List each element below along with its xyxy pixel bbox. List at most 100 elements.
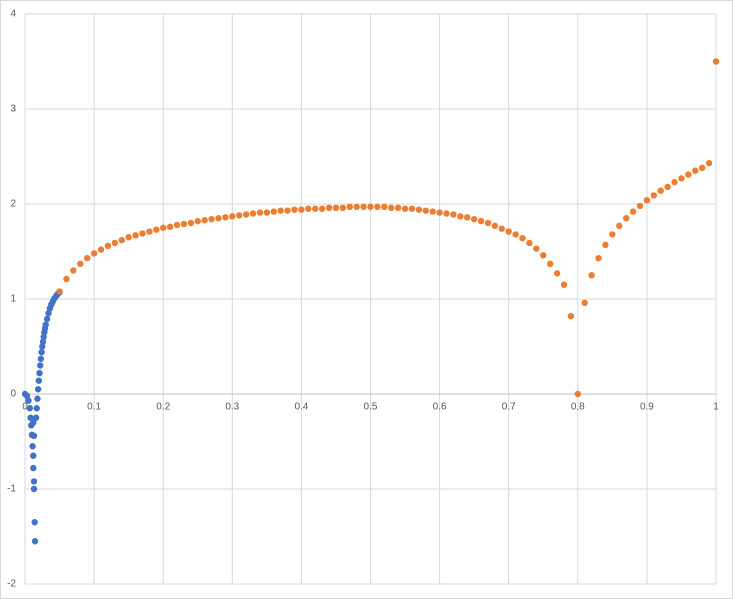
point [83,254,91,262]
point [256,209,264,216]
x-tick-label: 0.5 [364,402,378,413]
point [353,203,360,211]
point [325,204,333,211]
point [602,241,609,249]
point [30,478,38,485]
x-tick-label: 0.9 [640,402,654,413]
point [36,369,43,377]
point [32,414,40,421]
point [187,219,195,227]
point [25,397,32,404]
point [229,213,236,220]
point [249,210,257,217]
point [346,203,353,211]
point [34,395,41,402]
point [464,214,471,221]
point [27,414,34,421]
y-tick-label: 0 [10,389,16,400]
point [318,205,326,212]
point [180,220,188,228]
point [29,443,36,450]
x-tick-label: 0.6 [433,402,447,413]
point [394,204,402,211]
point [208,216,215,223]
point [415,206,423,213]
point [622,215,630,222]
point [125,234,132,241]
point [146,228,153,235]
point [664,183,671,191]
point [685,171,692,178]
point [692,167,699,174]
y-tick-label: 1 [10,294,16,305]
point [436,209,443,216]
point [477,217,485,225]
point [671,178,678,186]
x-tick-label: 0 [22,402,28,413]
point [63,275,70,283]
point [381,203,388,211]
point [312,205,319,212]
point [429,208,436,215]
x-tick-label: 0.1 [87,402,101,413]
point [643,197,651,204]
point [222,214,229,221]
point [173,221,181,229]
point [31,519,38,526]
point [712,58,720,65]
point [650,192,658,199]
point [242,211,250,218]
point [616,222,623,230]
x-tick-label: 0.3 [225,402,239,413]
point [38,349,45,356]
point [609,231,616,238]
point [37,355,45,363]
point [111,239,119,247]
point [77,260,84,268]
point [215,215,222,222]
point [581,299,588,306]
point [657,187,664,194]
point [339,204,347,211]
point [97,246,105,253]
point [139,230,146,237]
point [160,224,167,231]
point [519,235,526,242]
point [263,209,271,216]
x-tick-label: 0.8 [571,402,585,413]
point [153,226,160,233]
point [332,204,340,211]
point [37,362,44,369]
x-tick-label: 0.7 [502,402,516,413]
x-tick-label: 0.4 [294,402,308,413]
point [277,207,284,214]
point [512,231,519,238]
point [40,333,47,341]
point [422,207,429,214]
point [636,202,644,210]
y-tick-label: 3 [10,104,16,115]
point [26,405,34,412]
y-tick-label: 4 [10,9,16,20]
point [39,338,47,345]
point [526,239,533,247]
point [443,210,450,217]
point [360,203,367,211]
y-tick-label: -2 [7,579,16,590]
point [132,232,139,239]
point [30,432,38,439]
y-tick-label: 2 [10,199,16,210]
point [70,267,77,274]
point [194,217,201,225]
point [201,216,208,224]
point [408,205,416,212]
point [491,222,499,230]
point [236,212,243,219]
point [30,485,38,493]
point [457,213,464,220]
point [374,203,381,211]
point [705,159,713,167]
point [284,207,291,214]
point [42,321,49,328]
point [166,223,174,230]
